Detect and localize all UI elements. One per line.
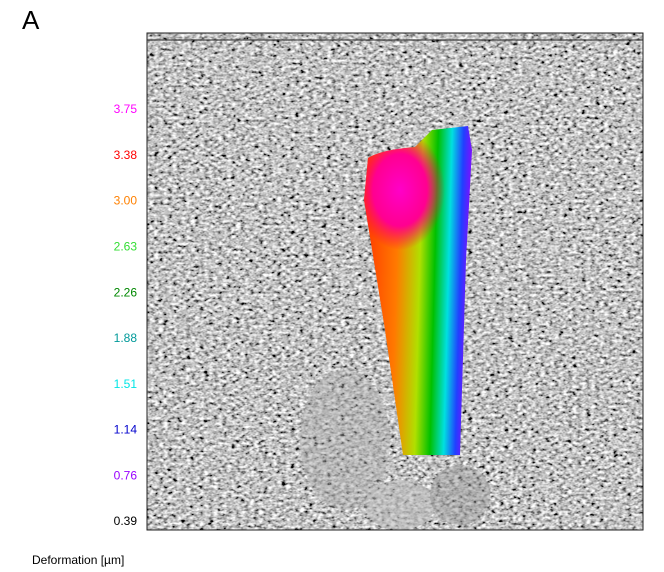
scale-label: 3.38: [114, 148, 138, 162]
scale-label: 2.63: [114, 240, 138, 254]
scale-caption: Deformation [µm]: [32, 553, 124, 567]
shadow: [430, 465, 490, 525]
scale-label: 1.14: [114, 423, 138, 437]
figure: A 3.75 3.38 3.00 2.63 2.26 1.88 1.51 1.14 0.76 0.…: [0, 0, 664, 572]
scale-label: 3.75: [114, 102, 138, 116]
scale-label: 0.76: [114, 468, 138, 482]
shadow: [365, 480, 435, 530]
scale-label: 0.39: [114, 514, 138, 528]
color-scale: 3.75 3.38 3.00 2.63 2.26 1.88 1.51 1.14 0.76 0.39: [114, 102, 138, 528]
scale-label: 1.88: [114, 331, 138, 345]
scale-label: 3.00: [114, 194, 138, 208]
scale-label: 1.51: [114, 377, 138, 391]
scale-label: 2.26: [114, 285, 138, 299]
panel-label: A: [22, 5, 40, 35]
